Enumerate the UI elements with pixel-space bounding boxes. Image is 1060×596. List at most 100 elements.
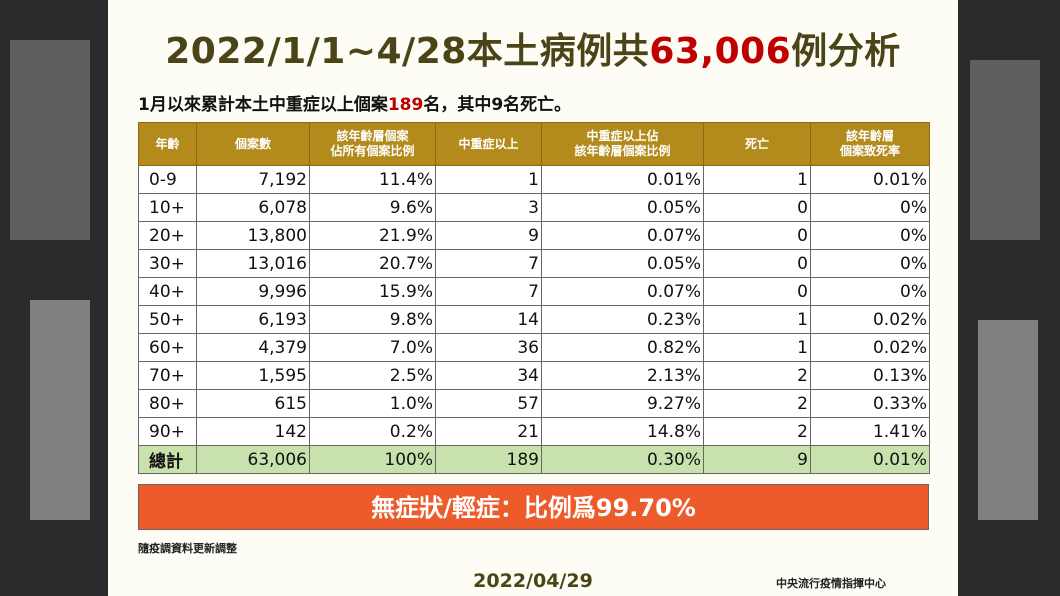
age-cell: 10+	[138, 193, 197, 222]
fatality-rate-cell: 1.41%	[810, 417, 930, 446]
severe-cell: 7	[435, 277, 542, 306]
page-title: 2022/1/1~4/28本土病例共63,006例分析	[108, 22, 958, 74]
deaths-cell: 9	[703, 445, 811, 474]
table-header-row: 年齡 個案數 該年齡層個案 佔所有個案比例 中重症以上 中重症以上佔 該年齡層個案比例 死亡該…	[138, 122, 930, 166]
severe-cell: 3	[435, 193, 542, 222]
severe-share-cell: 0.23%	[541, 305, 704, 334]
header-deaths: 死亡	[703, 122, 811, 166]
case-table: 年齡 個案數 該年齡層個案 佔所有個案比例 中重症以上 中重症以上佔 該年齡層個案比例 死亡該…	[138, 122, 930, 474]
severe-cell: 34	[435, 361, 542, 390]
severe-cell: 21	[435, 417, 542, 446]
severe-share-cell: 0.30%	[541, 445, 704, 474]
case-share-cell: 1.0%	[309, 389, 436, 418]
header-severe: 中重症以上	[435, 122, 542, 166]
fatality-rate-cell: 0%	[810, 193, 930, 222]
case-share-cell: 9.6%	[309, 193, 436, 222]
deaths-cell: 1	[703, 165, 811, 194]
case-share-cell: 100%	[309, 445, 436, 474]
title-prefix: 2022/1/1~4/28本土病例共	[165, 31, 650, 72]
cases-cell: 615	[196, 389, 310, 418]
fatality-rate-cell: 0.01%	[810, 165, 930, 194]
footnote: 隨疫調資料更新調整	[138, 542, 237, 555]
fatality-rate-cell: 0%	[810, 249, 930, 278]
header-age: 年齡	[138, 122, 197, 166]
cases-cell: 9,996	[196, 277, 310, 306]
table-row: 80+ 615 1.0% 57 9.27% 2 0.33%	[138, 389, 930, 418]
case-share-cell: 11.4%	[309, 165, 436, 194]
age-cell: 40+	[138, 277, 197, 306]
deaths-cell: 0	[703, 277, 811, 306]
deaths-cell: 2	[703, 389, 811, 418]
deaths-cell: 0	[703, 193, 811, 222]
subtitle-number: 189	[387, 95, 424, 115]
table-row: 60+ 4,379 7.0% 36 0.82% 1 0.02%	[138, 333, 930, 362]
subtitle-prefix: 1月以來累計本土中重症以上個案	[138, 95, 388, 115]
table-row: 20+ 13,800 21.9% 9 0.07% 0 0%	[138, 221, 930, 250]
blurred-background-left	[0, 0, 108, 596]
cases-cell: 7,192	[196, 165, 310, 194]
age-cell: 總計	[138, 445, 197, 474]
slide: 2022/1/1~4/28本土病例共63,006例分析 1月以來累計本土中重症以…	[108, 0, 958, 596]
fatality-rate-cell: 0.02%	[810, 305, 930, 334]
table-row: 90+ 142 0.2% 21 14.8% 2 1.41%	[138, 417, 930, 446]
cases-cell: 6,078	[196, 193, 310, 222]
deaths-cell: 2	[703, 417, 811, 446]
age-cell: 80+	[138, 389, 197, 418]
case-share-cell: 7.0%	[309, 333, 436, 362]
case-share-cell: 9.8%	[309, 305, 436, 334]
header-cases: 個案數	[196, 122, 310, 166]
fatality-rate-cell: 0.13%	[810, 361, 930, 390]
severe-share-cell: 0.05%	[541, 193, 704, 222]
table-row: 30+ 13,016 20.7% 7 0.05% 0 0%	[138, 249, 930, 278]
date-label: 2022/04/29	[473, 570, 593, 592]
severe-cell: 14	[435, 305, 542, 334]
blurred-background-right	[958, 0, 1060, 596]
severe-cell: 7	[435, 249, 542, 278]
severe-cell: 1	[435, 165, 542, 194]
fatality-rate-cell: 0.01%	[810, 445, 930, 474]
severe-share-cell: 14.8%	[541, 417, 704, 446]
age-cell: 90+	[138, 417, 197, 446]
severe-share-cell: 2.13%	[541, 361, 704, 390]
cases-cell: 6,193	[196, 305, 310, 334]
severe-share-cell: 0.01%	[541, 165, 704, 194]
fatality-rate-cell: 0.33%	[810, 389, 930, 418]
severe-cell: 9	[435, 221, 542, 250]
deaths-cell: 1	[703, 333, 811, 362]
deaths-cell: 2	[703, 361, 811, 390]
cases-cell: 142	[196, 417, 310, 446]
table-row: 70+ 1,595 2.5% 34 2.13% 2 0.13%	[138, 361, 930, 390]
severe-share-cell: 0.05%	[541, 249, 704, 278]
deaths-cell: 0	[703, 249, 811, 278]
cases-cell: 13,016	[196, 249, 310, 278]
cases-cell: 13,800	[196, 221, 310, 250]
case-share-cell: 21.9%	[309, 221, 436, 250]
header-case-share: 該年齡層個案 佔所有個案比例	[309, 122, 436, 166]
subtitle-suffix: 名，其中9名死亡。	[423, 95, 572, 115]
header-fatality-rate: 該年齡層 個案致死率	[810, 122, 930, 166]
case-share-cell: 0.2%	[309, 417, 436, 446]
severe-share-cell: 9.27%	[541, 389, 704, 418]
table-row: 40+ 9,996 15.9% 7 0.07% 0 0%	[138, 277, 930, 306]
severe-cell: 36	[435, 333, 542, 362]
table-body: 0-9 7,192 11.4% 1 0.01% 1 0.01% 10+ 6,078 9.6% 3 0.…	[138, 165, 930, 474]
case-share-cell: 20.7%	[309, 249, 436, 278]
age-cell: 50+	[138, 305, 197, 334]
subtitle: 1月以來累計本土中重症以上個案189名，其中9名死亡。	[138, 90, 571, 115]
cases-cell: 1,595	[196, 361, 310, 390]
severe-cell: 57	[435, 389, 542, 418]
cases-cell: 63,006	[196, 445, 310, 474]
fatality-rate-cell: 0%	[810, 221, 930, 250]
age-cell: 20+	[138, 221, 197, 250]
severe-share-cell: 0.07%	[541, 221, 704, 250]
severe-share-cell: 0.82%	[541, 333, 704, 362]
case-share-cell: 15.9%	[309, 277, 436, 306]
title-number: 63,006	[649, 31, 792, 72]
deaths-cell: 0	[703, 221, 811, 250]
fatality-rate-cell: 0%	[810, 277, 930, 306]
table-row: 0-9 7,192 11.4% 1 0.01% 1 0.01%	[138, 165, 930, 194]
age-cell: 30+	[138, 249, 197, 278]
case-share-cell: 2.5%	[309, 361, 436, 390]
organization-label: 中央流行疫情指揮中心	[776, 577, 886, 590]
deaths-cell: 1	[703, 305, 811, 334]
